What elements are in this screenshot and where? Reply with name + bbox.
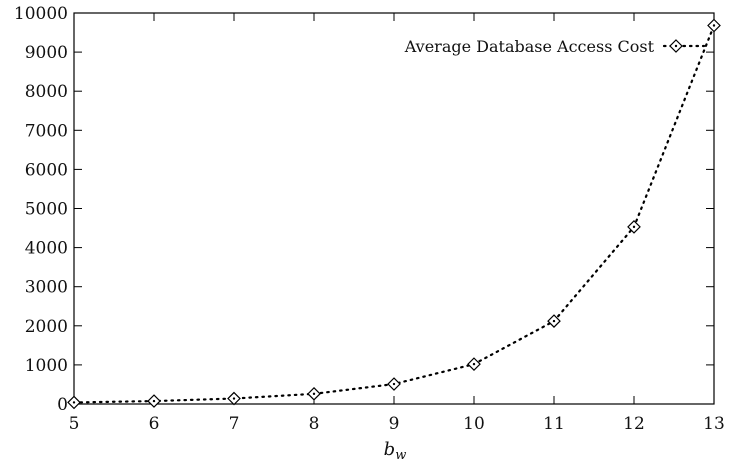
- marker-center: [552, 319, 556, 323]
- marker-center: [72, 401, 76, 404]
- x-tick-label: 8: [309, 414, 320, 434]
- x-tick-label: 12: [623, 414, 645, 434]
- y-tick-label: 1000: [25, 356, 68, 376]
- x-tick-label: 7: [229, 414, 240, 434]
- marker-center: [392, 382, 396, 386]
- marker-center: [712, 24, 716, 27]
- series-line: [72, 24, 716, 404]
- marker-center: [152, 399, 156, 403]
- y-tick-label: 0: [57, 395, 68, 415]
- x-tick-label: 13: [703, 414, 725, 434]
- data-series: [67, 18, 721, 410]
- marker-center: [632, 225, 636, 229]
- plot-border: [73, 12, 715, 405]
- data-point: [387, 377, 401, 391]
- x-tick-label: 9: [389, 414, 400, 434]
- data-point: [147, 394, 161, 408]
- data-point: [467, 357, 481, 371]
- marker-center: [312, 392, 316, 396]
- y-tick-label: 4000: [25, 239, 68, 259]
- x-tick-label: 6: [149, 414, 160, 434]
- x-axis-label-main: b: [384, 439, 396, 460]
- x-tick-label: 10: [463, 414, 485, 434]
- x-axis-label: bw: [384, 439, 407, 462]
- x-tick-label: 5: [69, 414, 80, 434]
- axis-ticks: [73, 12, 715, 405]
- x-axis-label-subscript: w: [395, 448, 406, 462]
- data-point: [307, 386, 321, 401]
- y-tick-label: 5000: [25, 200, 68, 220]
- marker-center: [674, 44, 678, 48]
- x-tick-label: 11: [543, 414, 565, 434]
- x-axis-tick-labels: 5 6 7 8 9 10 11 12 13: [69, 414, 725, 434]
- y-tick-label: 10000: [14, 4, 68, 24]
- y-tick-label: 3000: [25, 278, 68, 298]
- data-point: [227, 391, 241, 406]
- legend-marker: [669, 39, 683, 53]
- data-point: [707, 18, 721, 33]
- data-point: [547, 314, 561, 328]
- y-tick-label: 8000: [25, 82, 68, 102]
- y-tick-label: 2000: [25, 317, 68, 337]
- legend-label: Average Database Access Cost: [404, 37, 655, 56]
- data-point: [627, 220, 641, 234]
- y-tick-label: 9000: [25, 43, 68, 63]
- marker-center: [472, 362, 476, 366]
- legend: Average Database Access Cost: [404, 37, 706, 56]
- marker-center: [232, 397, 236, 400]
- y-tick-label: 7000: [25, 121, 68, 141]
- y-axis-tick-labels: 0 1000 2000 3000 4000 5000 6000 7000 8000 9000 100…: [14, 4, 68, 415]
- plot-frame: [73, 12, 715, 405]
- y-tick-label: 6000: [25, 160, 68, 180]
- data-point: [67, 395, 81, 410]
